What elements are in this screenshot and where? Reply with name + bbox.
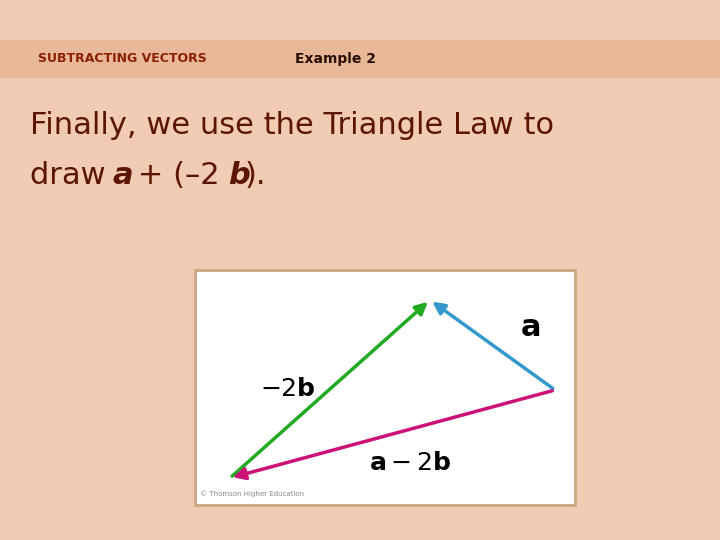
Text: b: b: [228, 160, 250, 190]
Text: Finally, we use the Triangle Law to: Finally, we use the Triangle Law to: [30, 111, 554, 139]
Text: draw: draw: [30, 160, 115, 190]
Text: SUBTRACTING VECTORS: SUBTRACTING VECTORS: [38, 52, 207, 65]
Text: $-2\mathbf{b}$: $-2\mathbf{b}$: [260, 377, 316, 401]
Bar: [195, 270, 575, 505]
Text: $\mathbf{a}$: $\mathbf{a}$: [521, 312, 541, 342]
Text: a: a: [112, 160, 132, 190]
Text: $\mathbf{a}-2\mathbf{b}$: $\mathbf{a}-2\mathbf{b}$: [369, 453, 451, 476]
Text: Example 2: Example 2: [295, 52, 376, 66]
Text: © Thomson Higher Education: © Thomson Higher Education: [200, 490, 304, 497]
Text: + (–2: + (–2: [128, 160, 220, 190]
Text: ).: ).: [245, 160, 266, 190]
Bar: [0, 40, 720, 78]
